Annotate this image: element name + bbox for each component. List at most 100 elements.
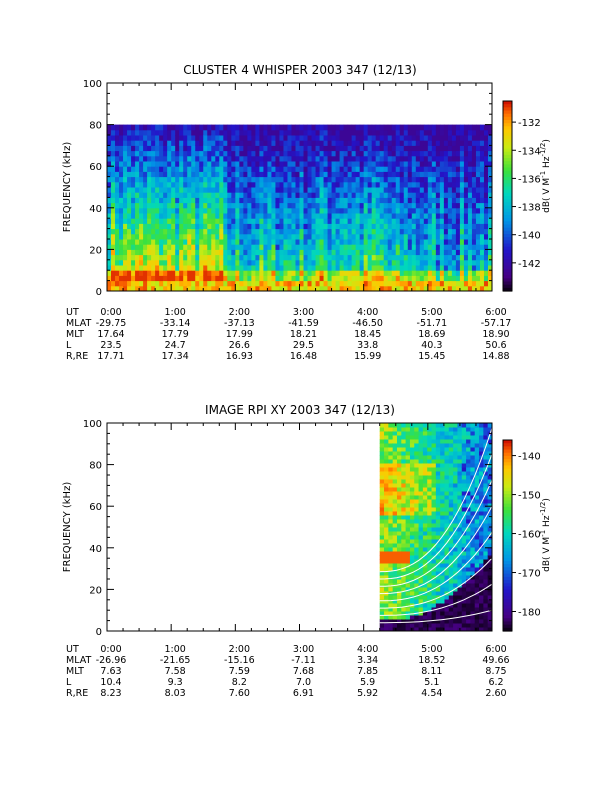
spectrogram-cell xyxy=(379,427,385,432)
spectrogram-cell xyxy=(399,187,405,193)
spectrogram-cell xyxy=(311,280,317,287)
spectrogram-cell xyxy=(388,587,394,592)
spectrogram-cell xyxy=(163,150,168,157)
spectrogram-cell xyxy=(487,555,493,560)
spectrogram-cell xyxy=(259,150,264,157)
spectrogram-cell xyxy=(135,124,140,131)
spectrogram-cell xyxy=(431,233,437,240)
spectrogram-cell xyxy=(179,135,184,141)
spectrogram-cell xyxy=(371,207,377,214)
spectrogram-cell xyxy=(427,575,433,580)
spectrogram-cell xyxy=(331,176,337,183)
spectrogram-cell xyxy=(409,523,415,528)
spectrogram-cell xyxy=(363,140,369,146)
spectrogram-cell xyxy=(299,270,305,276)
spectrogram-cell xyxy=(239,124,244,131)
spectrogram-cell xyxy=(483,543,489,548)
spectrogram-cell xyxy=(479,166,485,172)
spectrogram-cell xyxy=(175,150,180,157)
spectrogram-cell xyxy=(392,447,398,452)
spectrogram-cell xyxy=(461,483,467,488)
spectrogram-cell xyxy=(359,181,365,188)
colorbar-swatch xyxy=(503,192,512,197)
spectrogram-cell xyxy=(115,202,120,209)
spectrogram-cell xyxy=(388,567,394,572)
spectrogram-cell xyxy=(407,270,413,276)
spectrogram-cell xyxy=(231,192,236,198)
spectrogram-cell xyxy=(461,619,467,624)
spectrogram-cell xyxy=(179,197,184,204)
spectrogram-cell xyxy=(151,265,156,271)
spectrogram-cell xyxy=(422,571,428,576)
spectrogram-cell xyxy=(435,218,441,224)
spectrogram-cell xyxy=(139,155,144,162)
spectrogram-cell xyxy=(311,176,317,183)
spectrogram-cell xyxy=(307,280,313,287)
spectrogram-cell xyxy=(414,495,420,500)
spectrogram-cell xyxy=(399,259,405,266)
spectrogram-cell xyxy=(211,249,216,256)
spectrogram-cell xyxy=(479,192,485,198)
spectrogram-cell xyxy=(295,223,300,230)
spectrogram-cell xyxy=(466,579,471,584)
spectrogram-cell xyxy=(347,223,353,230)
spectrogram-cell xyxy=(355,259,361,266)
spectrogram-cell xyxy=(199,129,204,136)
spectrogram-cell xyxy=(251,171,256,178)
spectrogram-cell xyxy=(467,129,473,136)
spectrogram-cell xyxy=(388,523,394,528)
spectrogram-cell xyxy=(239,285,244,292)
ephemeris-row-label: MLAT xyxy=(66,318,91,329)
spectrogram-cell xyxy=(407,233,413,240)
spectrogram-cell xyxy=(119,171,124,178)
spectrogram-cell xyxy=(343,150,349,157)
spectrogram-cell xyxy=(388,483,394,488)
colorbar-tick-label: -142 xyxy=(518,259,541,270)
spectrogram-cell xyxy=(183,176,188,183)
spectrogram-cell xyxy=(455,197,461,204)
colorbar-tick-label: -160 xyxy=(518,530,541,541)
spectrogram-cell xyxy=(299,280,305,287)
spectrogram-cell xyxy=(448,439,454,444)
spectrogram-cell xyxy=(405,495,411,500)
spectrogram-cell xyxy=(339,207,345,214)
spectrogram-cell xyxy=(459,280,465,287)
spectrogram-cell xyxy=(151,135,156,141)
colorbar-swatch xyxy=(503,183,512,188)
spectrogram-cell xyxy=(311,145,317,152)
spectrogram-cell xyxy=(363,259,369,266)
spectrogram-cell xyxy=(239,176,244,183)
ephemeris-value-mlat: -46.50 xyxy=(352,318,383,329)
spectrogram-cell xyxy=(315,124,321,131)
spectrogram-cell xyxy=(243,218,248,224)
spectrogram-cell xyxy=(379,129,385,136)
spectrogram-cell xyxy=(311,171,317,178)
spectrogram-cell xyxy=(279,239,284,245)
spectrogram-cell xyxy=(143,207,148,214)
spectrogram-cell xyxy=(466,603,471,608)
spectrogram-cell xyxy=(414,527,420,532)
spectrogram-cell xyxy=(195,244,200,250)
spectrogram-cell xyxy=(387,239,393,245)
ephemeris-value-r-re: 14.88 xyxy=(482,351,509,362)
colorbar-swatch xyxy=(503,529,512,533)
spectrogram-cell xyxy=(422,555,428,560)
spectrogram-cell xyxy=(219,129,224,136)
spectrogram-cell xyxy=(375,213,381,219)
spectrogram-cell xyxy=(474,491,480,496)
spectrogram-cell xyxy=(371,181,377,188)
spectrogram-cell xyxy=(396,551,402,556)
spectrogram-cell xyxy=(401,503,407,508)
spectrogram-cell xyxy=(259,275,264,282)
spectrogram-cell xyxy=(435,515,441,520)
spectrogram-cell xyxy=(483,511,489,516)
spectrogram-cell xyxy=(307,124,313,131)
spectrogram-cell xyxy=(383,166,389,172)
spectrogram-cell xyxy=(379,166,385,172)
spectrogram-cell xyxy=(453,511,458,516)
spectrogram-cell xyxy=(431,463,437,468)
spectrogram-cell xyxy=(107,207,112,214)
spectrogram-cell xyxy=(418,567,424,572)
spectrogram-cell xyxy=(455,181,461,188)
spectrogram-cell xyxy=(427,563,433,568)
